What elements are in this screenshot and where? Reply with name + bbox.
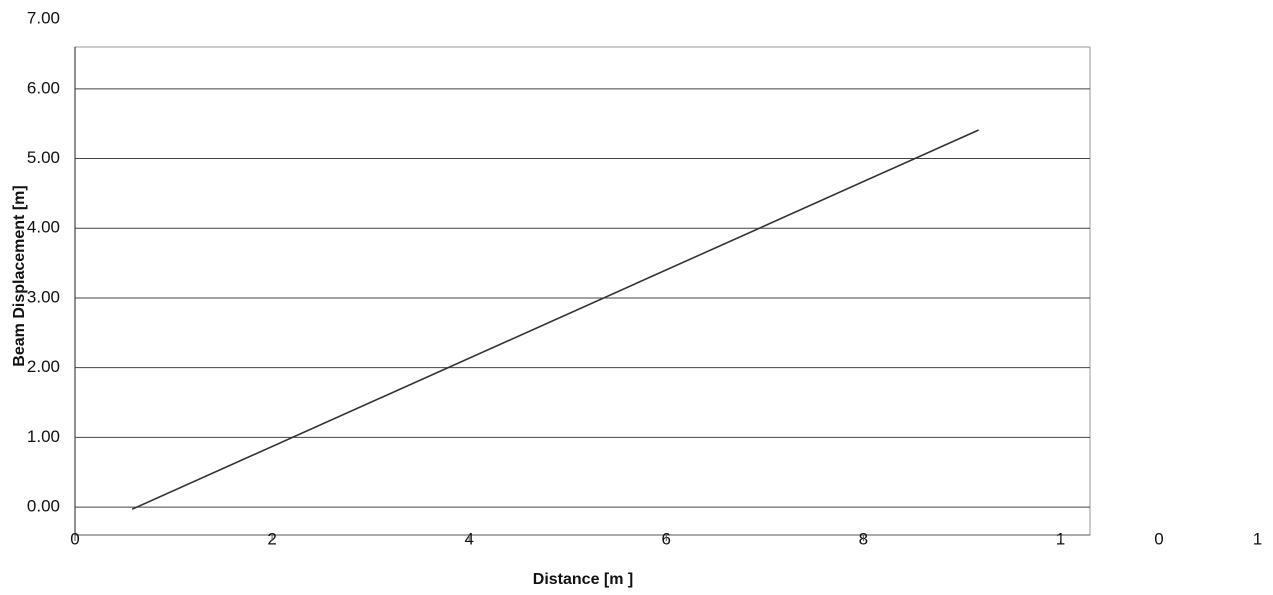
y-tick-label: 6.00 xyxy=(27,78,60,97)
y-tick-label: 3.00 xyxy=(27,287,60,306)
y-tick-label: 7.00 xyxy=(27,9,60,28)
y-tick-label: 1.00 xyxy=(27,427,60,446)
data-line xyxy=(131,129,979,510)
y-axis-label: Beam Displacement [m] xyxy=(11,185,28,366)
x-axis-label: Distance [m ] xyxy=(533,571,633,588)
x-tick-label: 0 xyxy=(1154,529,1163,548)
y-tick-label: 4.00 xyxy=(27,218,60,237)
y-tick-label: 5.00 xyxy=(27,148,60,167)
plot-frame xyxy=(74,46,1091,536)
x-tick-label: 1 xyxy=(1253,529,1262,548)
y-tick-label: 2.00 xyxy=(27,357,60,376)
y-tick-label: 0.00 xyxy=(27,497,60,516)
